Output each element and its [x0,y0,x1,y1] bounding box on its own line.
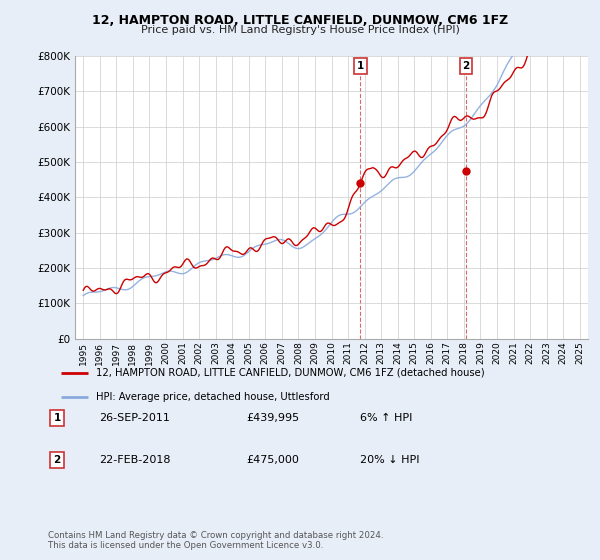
Text: £439,995: £439,995 [246,413,299,423]
Text: 2: 2 [53,455,61,465]
Text: 12, HAMPTON ROAD, LITTLE CANFIELD, DUNMOW, CM6 1FZ: 12, HAMPTON ROAD, LITTLE CANFIELD, DUNMO… [92,14,508,27]
Text: 12, HAMPTON ROAD, LITTLE CANFIELD, DUNMOW, CM6 1FZ (detached house): 12, HAMPTON ROAD, LITTLE CANFIELD, DUNMO… [95,368,484,378]
Text: £475,000: £475,000 [246,455,299,465]
Text: 26-SEP-2011: 26-SEP-2011 [99,413,170,423]
Text: 1: 1 [53,413,61,423]
Text: Price paid vs. HM Land Registry's House Price Index (HPI): Price paid vs. HM Land Registry's House … [140,25,460,35]
Text: 1: 1 [356,61,364,71]
Text: HPI: Average price, detached house, Uttlesford: HPI: Average price, detached house, Uttl… [95,391,329,402]
Text: 22-FEB-2018: 22-FEB-2018 [99,455,170,465]
Text: 2: 2 [463,61,470,71]
Text: 6% ↑ HPI: 6% ↑ HPI [360,413,412,423]
Text: Contains HM Land Registry data © Crown copyright and database right 2024.
This d: Contains HM Land Registry data © Crown c… [48,530,383,550]
Text: 20% ↓ HPI: 20% ↓ HPI [360,455,419,465]
